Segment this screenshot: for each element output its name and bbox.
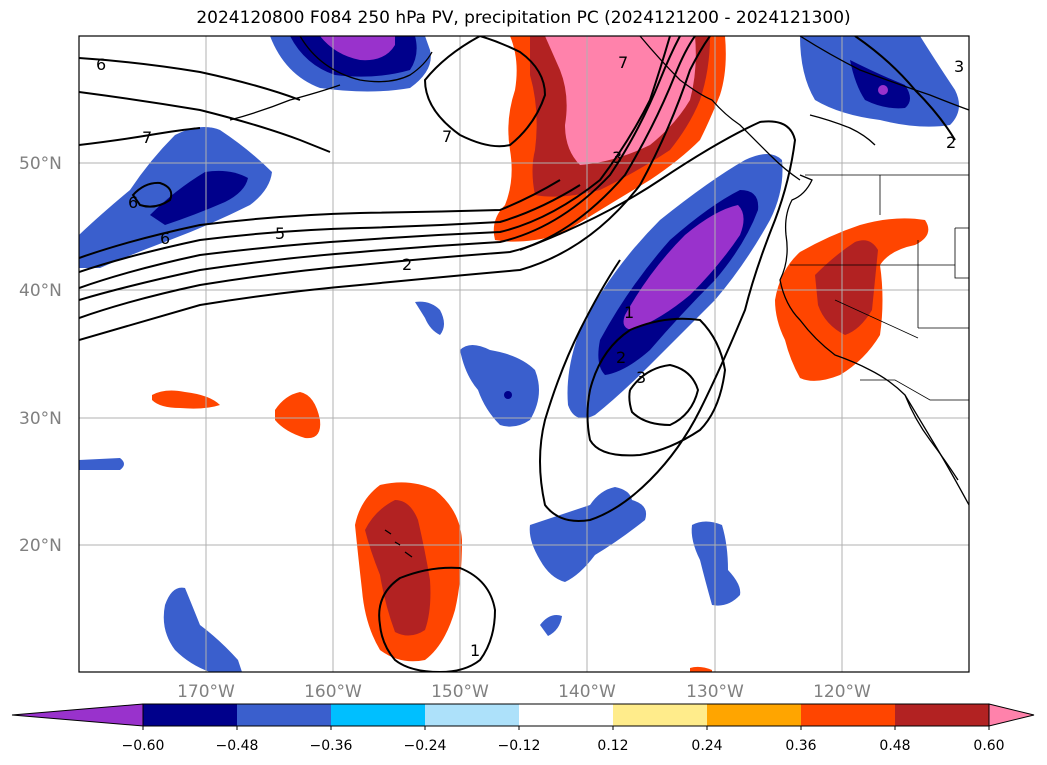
map-panel bbox=[79, 36, 969, 672]
lat-label: 20°N bbox=[19, 536, 62, 556]
colorbar-tick-label: −0.60 bbox=[122, 738, 165, 754]
lon-label: 120°W bbox=[813, 682, 871, 702]
graticule bbox=[79, 36, 969, 672]
colorbar: −0.60 −0.48 −0.36 −0.24 −0.12 0.12 0.24 0.36 0.4… bbox=[11, 703, 1035, 754]
colorbar-tick-label: 0.36 bbox=[785, 738, 816, 754]
positive-anomaly-region bbox=[152, 390, 220, 409]
contour-labels: 6 7 6 6 5 2 7 3 7 1 2 3 1 2 3 bbox=[96, 53, 964, 660]
lon-label: 160°W bbox=[304, 682, 362, 702]
colorbar-tick-label: −0.48 bbox=[216, 738, 259, 754]
latitude-labels: 50°N 40°N 30°N 20°N bbox=[19, 154, 62, 556]
contour-label: 1 bbox=[624, 303, 634, 322]
lon-label: 170°W bbox=[177, 682, 235, 702]
colorbar-segment bbox=[707, 704, 802, 726]
lat-label: 30°N bbox=[19, 409, 62, 429]
contour-label: 7 bbox=[442, 127, 452, 146]
colorbar-tick-label: −0.24 bbox=[404, 738, 447, 754]
colorbar-tick-label: −0.36 bbox=[310, 738, 353, 754]
colorbar-tick-label: 0.48 bbox=[879, 738, 910, 754]
negative-anomaly-region bbox=[460, 345, 539, 427]
contour-label: 6 bbox=[128, 193, 138, 212]
colorbar-segment bbox=[237, 704, 332, 726]
political-borders bbox=[790, 174, 969, 401]
colorbar-extend-max bbox=[988, 703, 1035, 727]
colorbar-segment bbox=[331, 704, 426, 726]
colorbar-tick-label: 0.60 bbox=[973, 738, 1004, 754]
contour-label: 7 bbox=[142, 128, 152, 147]
colorbar-segment bbox=[801, 704, 896, 726]
negative-anomaly-region bbox=[163, 587, 242, 672]
contour-label: 2 bbox=[946, 133, 956, 152]
coastlines bbox=[229, 36, 969, 558]
contour-label: 3 bbox=[954, 57, 964, 76]
lon-label: 150°W bbox=[431, 682, 489, 702]
colorbar-tick-label: 0.12 bbox=[597, 738, 628, 754]
colorbar-segment bbox=[143, 704, 238, 726]
longitude-labels: 170°W 160°W 150°W 140°W 130°W 120°W bbox=[177, 682, 871, 702]
contour-label: 3 bbox=[612, 148, 622, 167]
lon-label: 140°W bbox=[558, 682, 616, 702]
contour-label: 1 bbox=[470, 641, 480, 660]
lat-label: 40°N bbox=[19, 281, 62, 301]
lon-label: 130°W bbox=[686, 682, 744, 702]
map-frame bbox=[78, 35, 970, 673]
contour-label: 5 bbox=[275, 224, 285, 243]
pv-contours bbox=[79, 36, 956, 672]
contour-label: 6 bbox=[96, 55, 106, 74]
colorbar-segment bbox=[613, 704, 708, 726]
contour-label: 7 bbox=[618, 53, 628, 72]
colorbar-tick-label: −0.12 bbox=[498, 738, 541, 754]
map-title: 2024120800 F084 250 hPa PV, precipitatio… bbox=[196, 8, 851, 28]
contour-label: 2 bbox=[616, 348, 626, 367]
colorbar-segment bbox=[425, 704, 520, 726]
contour-label: 6 bbox=[160, 229, 170, 248]
lat-label: 50°N bbox=[19, 154, 62, 174]
colorbar-segment bbox=[519, 704, 614, 726]
negative-anomaly-region bbox=[529, 487, 647, 582]
colorbar-segment bbox=[895, 704, 990, 726]
contour-label: 3 bbox=[636, 368, 646, 387]
colorbar-frame bbox=[142, 703, 990, 727]
contour-label: 2 bbox=[402, 255, 412, 274]
colorbar-extend-min bbox=[11, 703, 144, 727]
colorbar-tick-label: 0.24 bbox=[691, 738, 722, 754]
